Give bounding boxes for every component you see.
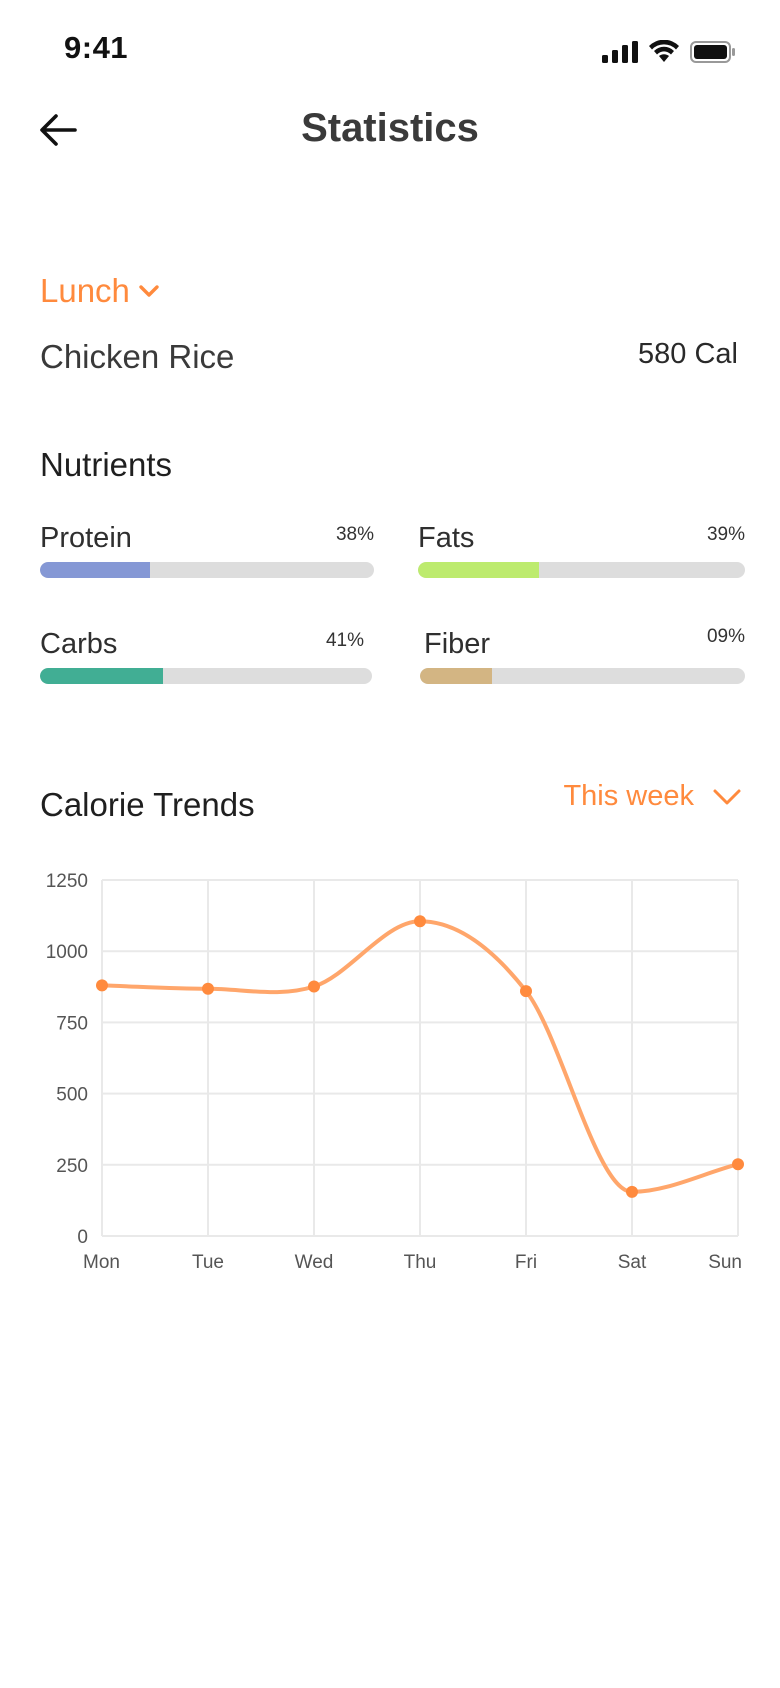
x-tick-label: Sat [618, 1252, 647, 1273]
y-tick-label: 750 [56, 1013, 88, 1034]
food-calories: 580 Cal [638, 338, 738, 370]
nutrient-percent: 09% [706, 626, 745, 647]
nutrient-percent: 38% [335, 524, 374, 545]
nutrient-name: Carbs [40, 628, 118, 660]
nutrient-percent: 41% [325, 630, 364, 651]
nutrients-heading: Nutrients [40, 446, 173, 483]
x-tick-label: Fri [515, 1252, 537, 1273]
back-button[interactable] [36, 108, 80, 152]
calorie-trend-chart: 0 250 500 750 1000 1250 Mon Tue Wed Thu Fri Sat Sun [46, 871, 744, 1273]
data-point [308, 980, 320, 993]
arrow-left-icon [40, 114, 77, 146]
period-selector[interactable]: This week [563, 780, 742, 813]
nutrient-progress-fill [40, 668, 163, 684]
food-name: Chicken Rice [40, 338, 235, 375]
data-point [520, 985, 532, 998]
nutrient-progress-bar [40, 562, 374, 578]
y-tick-label: 1250 [46, 871, 88, 892]
nutrient-progress-bar [420, 668, 745, 684]
wifi-icon [649, 40, 679, 62]
x-tick-label: Tue [192, 1252, 224, 1273]
nutrient-name: Fiber [424, 628, 491, 660]
nutrient-progress-fill [40, 562, 151, 578]
nutrient-progress-bar [40, 668, 372, 684]
nutrient-progress-fill [418, 562, 539, 578]
y-tick-label: 500 [56, 1085, 88, 1106]
x-tick-label: Mon [83, 1252, 120, 1273]
chevron-down-icon [713, 789, 741, 804]
meal-selector-label: Lunch [40, 272, 130, 309]
data-point [732, 1158, 744, 1171]
y-tick-label: 250 [56, 1156, 88, 1177]
chevron-down-icon [139, 285, 159, 297]
data-point [202, 982, 214, 995]
nutrient-progress-fill [420, 668, 492, 684]
data-point [414, 915, 426, 928]
x-tick-label: Sun [708, 1252, 742, 1273]
status-time: 9:41 [64, 30, 129, 65]
cellular-signal-icon [602, 41, 638, 63]
nutrient-progress-bar [418, 562, 745, 578]
nutrient-name: Fats [418, 522, 475, 554]
status-icons [602, 40, 736, 64]
y-tick-label: 1000 [46, 942, 88, 963]
calorie-trends-heading: Calorie Trends [40, 786, 255, 823]
data-point [96, 979, 108, 992]
nutrient-percent: 39% [706, 524, 745, 545]
nutrient-name: Protein [40, 522, 132, 554]
data-point [626, 1185, 638, 1198]
y-tick-label: 0 [77, 1227, 88, 1248]
meal-selector[interactable]: Lunch [40, 272, 160, 310]
x-tick-label: Wed [295, 1252, 334, 1273]
page-title: Statistics [301, 106, 479, 150]
battery-icon [690, 41, 735, 63]
period-selector-label: This week [563, 780, 694, 812]
x-tick-label: Thu [404, 1252, 437, 1273]
